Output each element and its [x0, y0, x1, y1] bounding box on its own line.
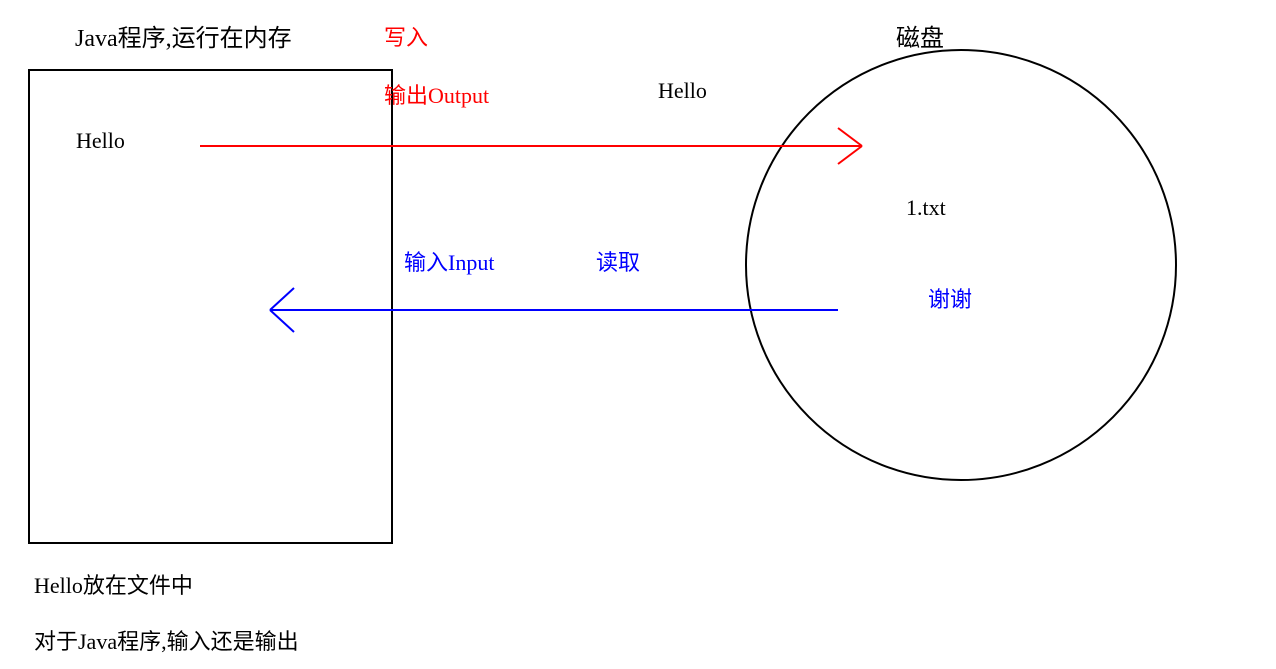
output-arrow — [200, 128, 862, 164]
output-label: 输出Output — [384, 78, 489, 110]
disk-title: 磁盘 — [896, 18, 944, 53]
thanks-label: 谢谢 — [928, 282, 972, 314]
input-arrow — [270, 288, 838, 332]
hello-in-box-label: Hello — [76, 128, 125, 154]
write-label: 写入 — [384, 20, 428, 52]
note1-label: Hello放在文件中 — [34, 568, 193, 600]
hello-top-label: Hello — [658, 78, 707, 104]
note2-label: 对于Java程序,输入还是输出 — [34, 624, 299, 656]
disk-circle — [746, 50, 1176, 480]
java-program-title: Java程序,运行在内存 — [75, 18, 292, 53]
input-label: 输入Input — [404, 245, 494, 277]
file-name-label: 1.txt — [906, 195, 946, 221]
read-label: 读取 — [596, 245, 640, 277]
